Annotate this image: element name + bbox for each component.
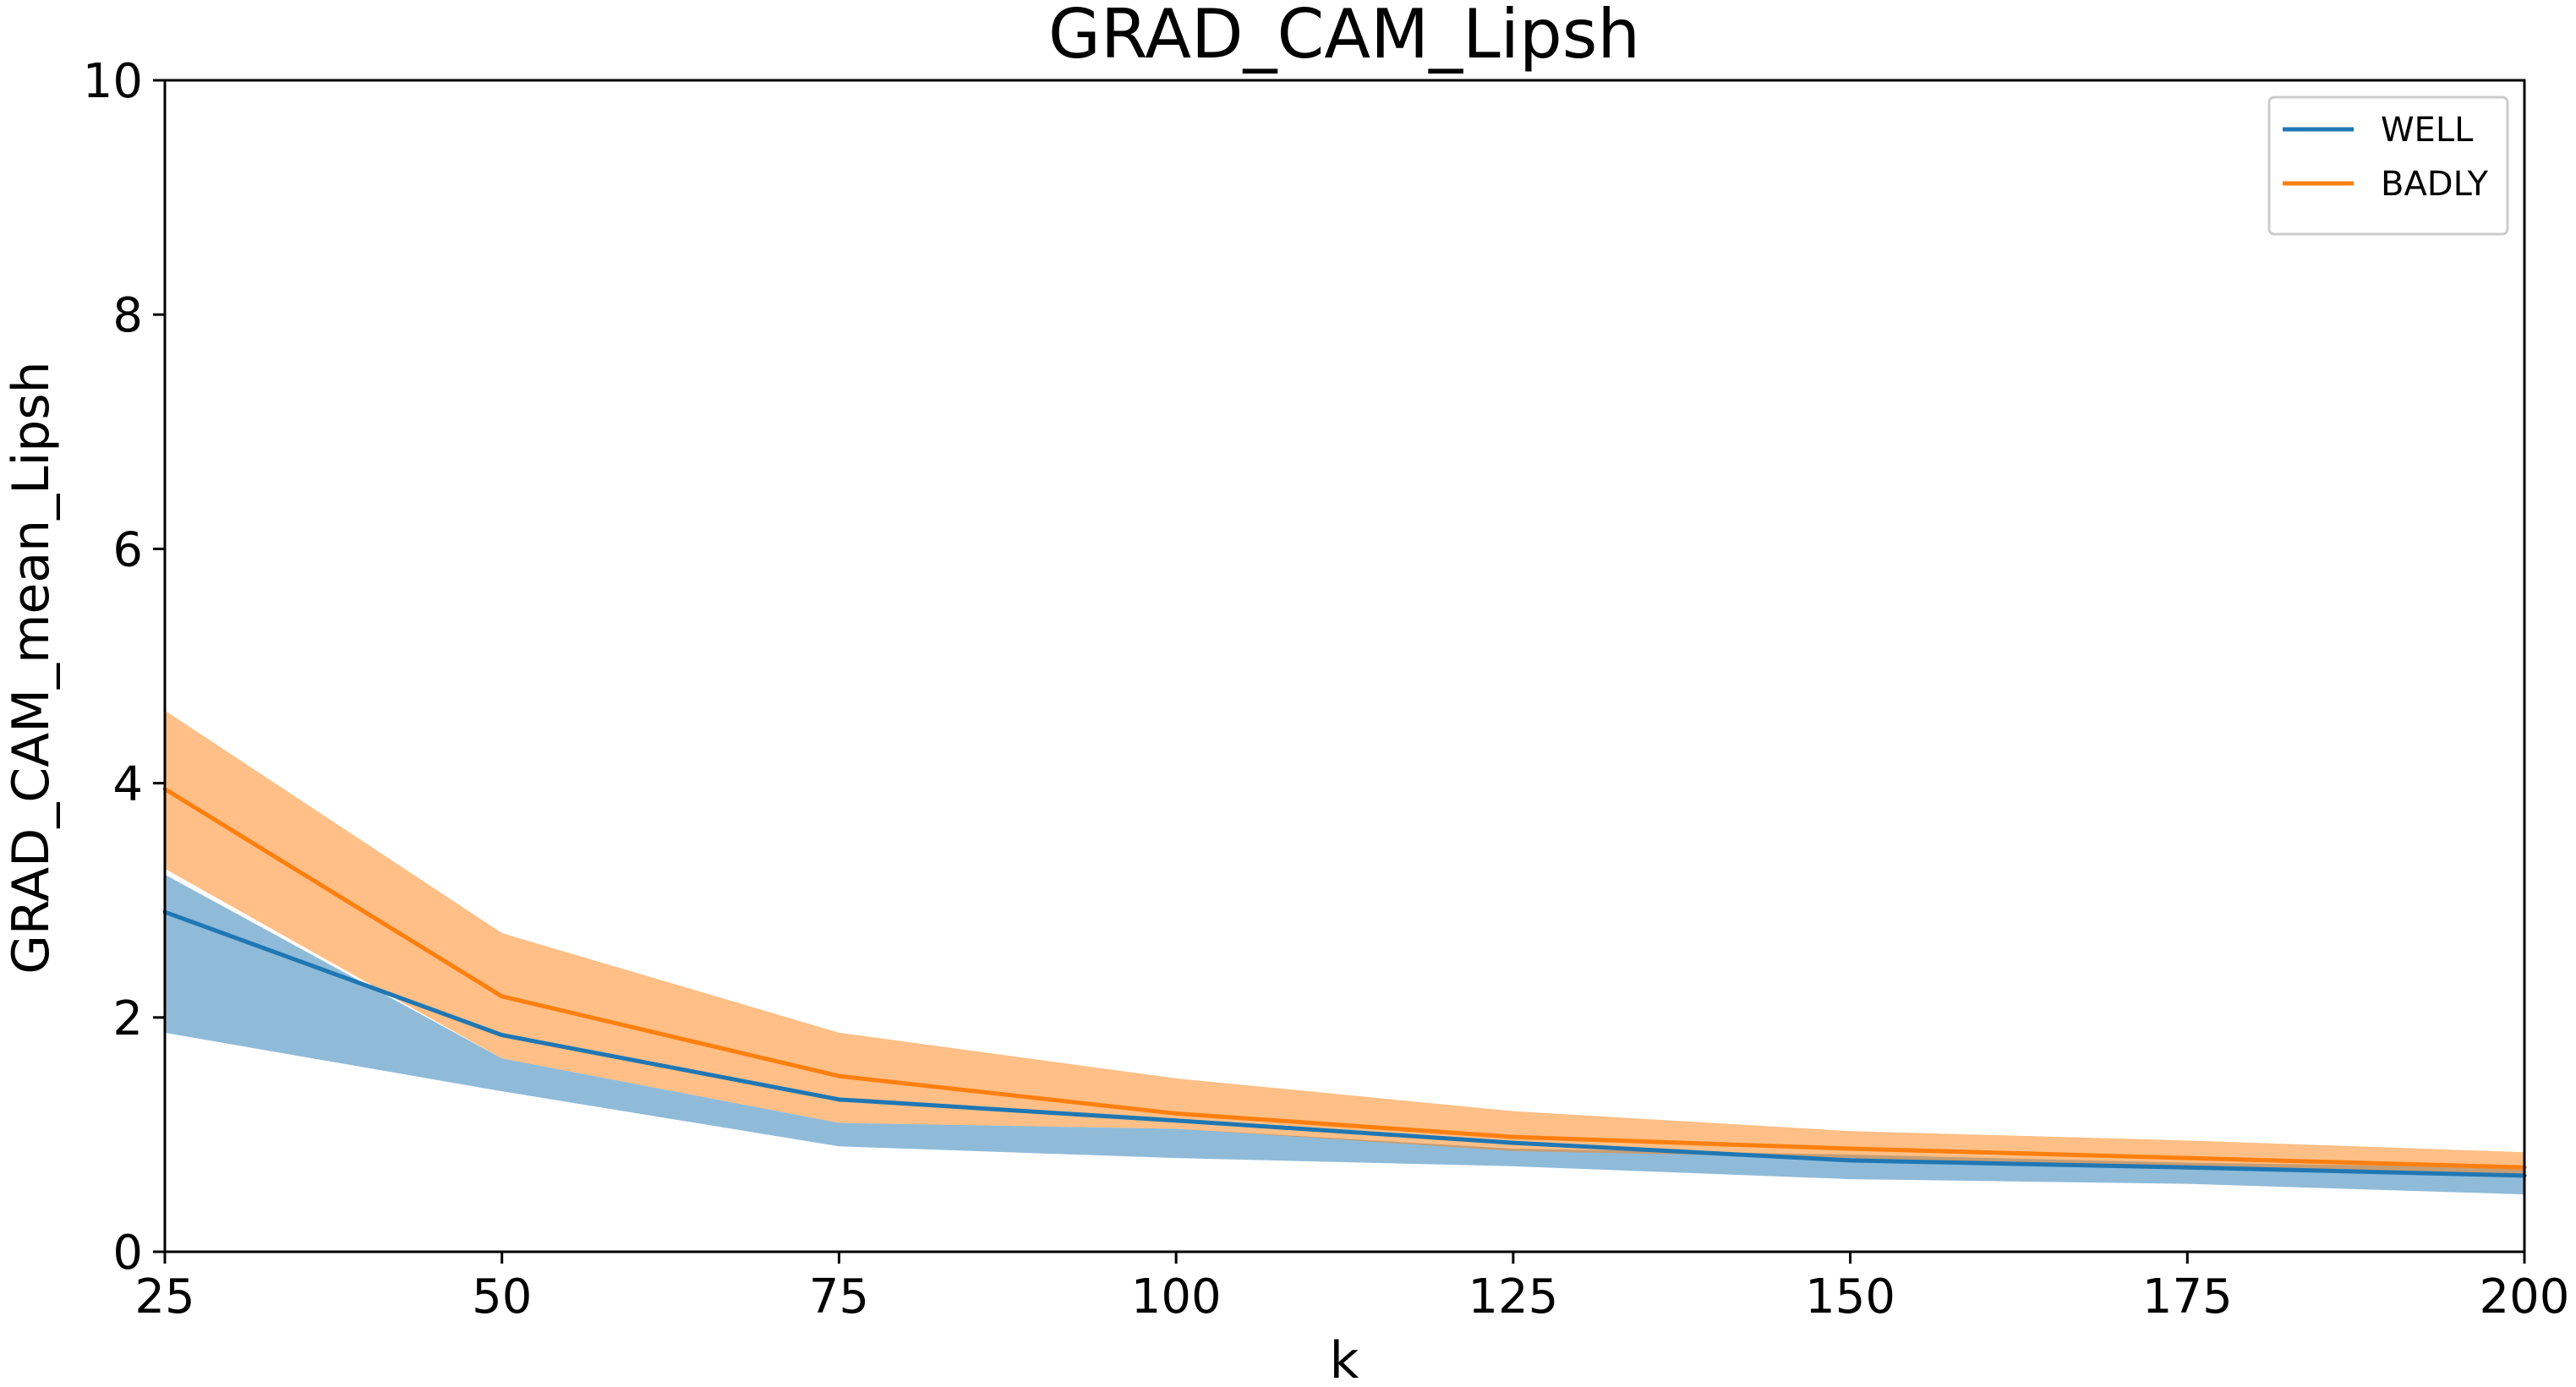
band-well: [165, 874, 2524, 1195]
point-well-125: [1511, 1140, 1516, 1145]
chart-title: GRAD_CAM_Lipsh: [1048, 0, 1640, 74]
point-badly-75: [836, 1073, 841, 1078]
point-well-50: [500, 1033, 505, 1038]
band-badly: [165, 710, 2524, 1176]
x-tick-label: 75: [809, 1270, 869, 1324]
y-tick-label: 6: [112, 522, 143, 577]
series-lines: [162, 787, 2527, 1178]
x-axis-label: k: [1330, 1331, 1359, 1387]
x-tick-label: 125: [1468, 1270, 1558, 1324]
x-tick-label: 200: [2480, 1270, 2570, 1324]
x-tick-label: 150: [1805, 1270, 1895, 1324]
x-tick-label: 175: [2142, 1270, 2233, 1324]
y-tick-label: 0: [112, 1226, 143, 1281]
line-well: [164, 909, 2525, 1178]
plot-frame: [163, 79, 2526, 1253]
point-well-75: [836, 1097, 841, 1102]
legend-label-badly: BADLY: [2381, 165, 2489, 204]
y-tick-label: 8: [112, 288, 143, 343]
point-badly-100: [1173, 1111, 1179, 1116]
y-tick-label: 2: [112, 991, 143, 1046]
line-badly: [163, 787, 2525, 1170]
point-badly-125: [1511, 1134, 1516, 1139]
point-well-175: [2185, 1165, 2190, 1170]
point-badly-175: [2185, 1155, 2190, 1160]
y-axis: 0 2 4 6 8 10: [83, 54, 165, 1281]
y-axis-label: GRAD_CAM_mean_Lipsh: [2, 361, 61, 974]
legend-label-well: WELL: [2381, 111, 2474, 150]
x-tick-label: 100: [1131, 1270, 1222, 1324]
confidence-bands: [165, 710, 2524, 1195]
point-well-100: [1173, 1118, 1179, 1123]
y-tick-label: 4: [112, 757, 143, 812]
x-tick-label: 25: [134, 1270, 194, 1324]
y-tick-label: 10: [83, 54, 143, 109]
legend: WELL BADLY: [2267, 96, 2509, 236]
point-badly-150: [1848, 1146, 1853, 1151]
x-axis: 25 50 75 100 125 150 175 200: [134, 1252, 2569, 1324]
point-well-150: [1848, 1158, 1853, 1163]
x-tick-label: 50: [472, 1270, 532, 1324]
point-badly-50: [500, 994, 505, 999]
